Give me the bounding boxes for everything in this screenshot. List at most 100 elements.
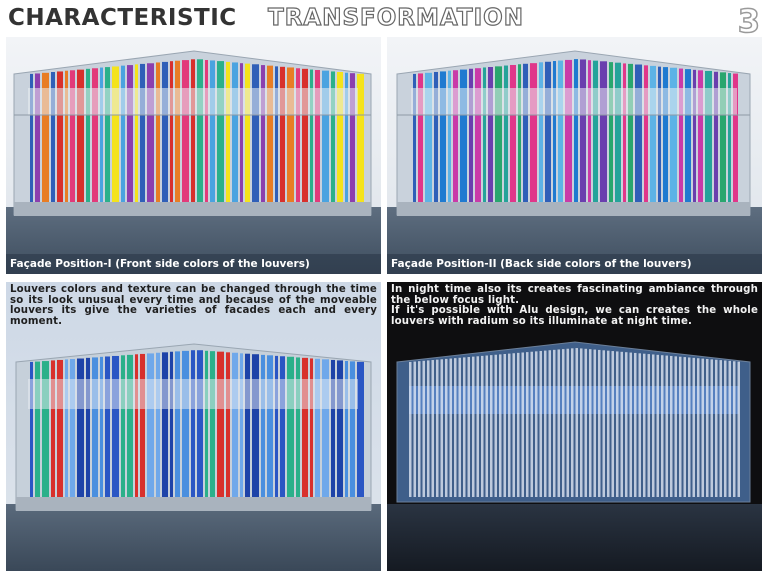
louver: [156, 352, 160, 497]
louver: [600, 61, 607, 202]
louver: [449, 358, 452, 497]
louver: [693, 69, 696, 203]
louver: [629, 352, 632, 497]
louver: [86, 357, 90, 497]
louver: [232, 352, 238, 497]
louver: [670, 67, 677, 202]
louver: [490, 355, 493, 497]
louver: [337, 360, 343, 497]
louver: [267, 65, 273, 202]
louver: [413, 73, 416, 202]
louver: [147, 63, 154, 202]
louver: [728, 360, 731, 497]
louver: [628, 63, 633, 202]
louver: [440, 359, 443, 497]
louver: [337, 72, 343, 202]
louver: [544, 350, 547, 497]
louver: [105, 356, 110, 497]
louver: [210, 60, 215, 202]
louver: [197, 59, 203, 202]
louver: [315, 70, 320, 202]
louver: [481, 355, 484, 497]
louver: [575, 348, 578, 497]
louver: [100, 67, 103, 202]
louver: [112, 355, 119, 497]
louver: [440, 71, 446, 202]
louver: [658, 66, 661, 203]
page-header: CHARACTERISTIC TRANSFORMATION 3: [6, 1, 762, 41]
louver: [51, 360, 55, 497]
louver: [593, 349, 596, 497]
louver: [460, 69, 467, 202]
louver: [182, 350, 189, 497]
louvers: [409, 348, 740, 497]
louver: [472, 356, 475, 497]
louver: [261, 65, 265, 202]
louver: [140, 353, 145, 497]
louver: [92, 68, 98, 202]
facade-front-panel: Façade Position-I (Front side colors of …: [6, 37, 381, 274]
louver: [688, 357, 691, 497]
louver: [245, 63, 250, 202]
description-night-line2: If it's possible with Alu design, we can…: [391, 305, 758, 327]
louver: [706, 358, 709, 497]
louver: [287, 356, 294, 497]
louver: [92, 357, 98, 497]
louver: [557, 349, 560, 497]
louver: [57, 71, 63, 202]
louver: [483, 67, 486, 203]
caption-front: Façade Position-I (Front side colors of …: [6, 254, 381, 274]
louver: [644, 65, 648, 202]
louver: [226, 352, 230, 497]
facade-night-photo: [387, 282, 762, 571]
louver: [345, 360, 348, 497]
louver: [733, 73, 738, 202]
louver: [476, 356, 479, 497]
description-colors: Louvers colors and texture can be change…: [10, 284, 377, 327]
louver: [140, 63, 145, 202]
louver: [638, 353, 641, 497]
louver: [331, 359, 335, 497]
louver: [232, 62, 238, 202]
louver: [261, 354, 265, 497]
louver: [448, 70, 451, 202]
louver: [504, 65, 508, 202]
louver: [205, 350, 208, 497]
louver: [162, 61, 168, 202]
louver: [210, 351, 215, 497]
louver: [357, 361, 364, 497]
louver: [418, 361, 421, 497]
louver: [65, 359, 68, 497]
louver: [302, 68, 308, 203]
louver: [656, 354, 659, 497]
louver: [30, 73, 33, 202]
louver: [357, 73, 364, 202]
louver: [609, 62, 613, 203]
louver: [267, 355, 273, 497]
louver: [499, 354, 502, 497]
louver: [495, 66, 502, 202]
louver: [350, 73, 355, 202]
louver: [453, 70, 458, 202]
louver: [434, 71, 438, 202]
louver: [310, 358, 313, 497]
louver: [539, 62, 543, 202]
louver: [322, 359, 329, 497]
louvers: [413, 59, 738, 203]
louver: [650, 65, 656, 202]
facade-back-panel: Façade Position-II (Back side colors of …: [387, 37, 762, 274]
louver: [512, 353, 515, 497]
louver: [698, 70, 703, 202]
louver: [454, 358, 457, 497]
louver: [252, 354, 259, 497]
louver: [245, 353, 250, 497]
louver: [565, 59, 572, 203]
louver: [663, 67, 668, 202]
louver: [51, 72, 55, 202]
louver: [728, 73, 731, 202]
louver: [35, 361, 40, 497]
louver: [275, 66, 278, 202]
louver: [475, 68, 481, 202]
description-night-line1: In night time also its creates fascinati…: [391, 284, 758, 306]
louver: [607, 350, 610, 497]
